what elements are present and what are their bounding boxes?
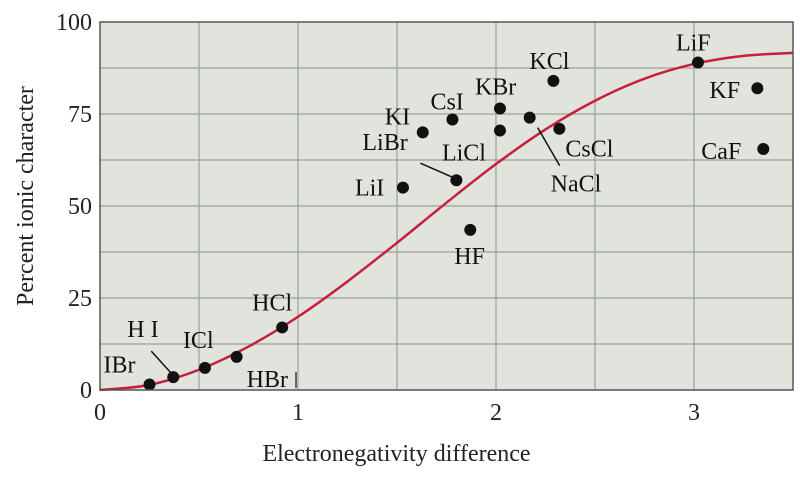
point-label-ki: KI <box>385 104 410 130</box>
point-nacl <box>523 111 536 124</box>
point-caf <box>757 142 770 155</box>
point-licl <box>493 124 506 137</box>
data-points <box>143 56 770 391</box>
point-icl <box>198 361 211 374</box>
data-point-labels: IBr H I ICl HBr HCl LiI KI CsI LiBr HF LiCl KBr NaCl… <box>104 30 742 392</box>
x-tick-label: 3 <box>688 400 700 426</box>
point-label-licl: LiCl <box>442 141 486 167</box>
point-ibr <box>143 378 156 391</box>
point-label-hf: HF <box>454 244 485 270</box>
point-label-kcl: KCl <box>529 49 569 75</box>
point-lii <box>396 181 409 194</box>
x-tick-label: 2 <box>490 400 502 426</box>
x-tick-label: 0 <box>94 400 106 426</box>
point-hbr <box>230 350 243 363</box>
y-tick-label: 50 <box>68 194 92 220</box>
point-label-lif: LiF <box>676 30 711 56</box>
point-label-icl: ICl <box>183 328 214 354</box>
point-cscl <box>553 122 566 135</box>
leader-line-libr <box>420 162 453 178</box>
point-csi <box>446 113 459 126</box>
point-label-hi: H I <box>127 317 158 343</box>
point-label-lii: LiI <box>355 176 384 202</box>
point-label-hcl: HCl <box>252 290 292 316</box>
point-kf <box>751 82 764 95</box>
point-label-ibr: IBr <box>104 352 136 378</box>
point-hf <box>464 223 477 236</box>
point-hcl <box>276 321 289 334</box>
point-label-csi: CsI <box>430 90 463 116</box>
point-kcl <box>547 74 560 87</box>
point-kbr <box>493 102 506 115</box>
point-label-nacl: NaCl <box>551 172 602 198</box>
point-label-hbr: HBr <box>247 367 288 393</box>
label-leader-lines <box>150 127 561 388</box>
x-axis-label: Electronegativity difference <box>262 441 530 467</box>
point-lif <box>691 56 704 69</box>
leader-line-nacl <box>537 127 561 167</box>
y-axis-tick-labels: 0 25 50 75 100 <box>56 10 92 404</box>
x-axis-tick-labels: 0 1 2 3 <box>94 400 700 426</box>
y-tick-label: 25 <box>68 286 92 312</box>
leader-line-hi <box>150 350 171 373</box>
y-tick-label: 0 <box>80 378 92 404</box>
point-hi <box>167 371 180 384</box>
y-tick-label: 75 <box>68 102 92 128</box>
y-axis-label: Percent ionic character <box>13 86 39 306</box>
point-label-kbr: KBr <box>475 74 516 100</box>
plot-frame <box>99 21 794 391</box>
grid-lines <box>100 22 793 390</box>
point-ki <box>416 126 429 139</box>
point-label-kf: KF <box>709 78 740 104</box>
point-label-libr: LiBr <box>362 130 407 156</box>
x-tick-label: 1 <box>292 400 304 426</box>
point-label-caf: CaF <box>701 139 741 165</box>
point-libr <box>450 174 463 187</box>
point-label-cscl: CsCl <box>565 137 613 163</box>
ionic-character-curve <box>99 51 794 392</box>
y-tick-label: 100 <box>56 10 92 36</box>
